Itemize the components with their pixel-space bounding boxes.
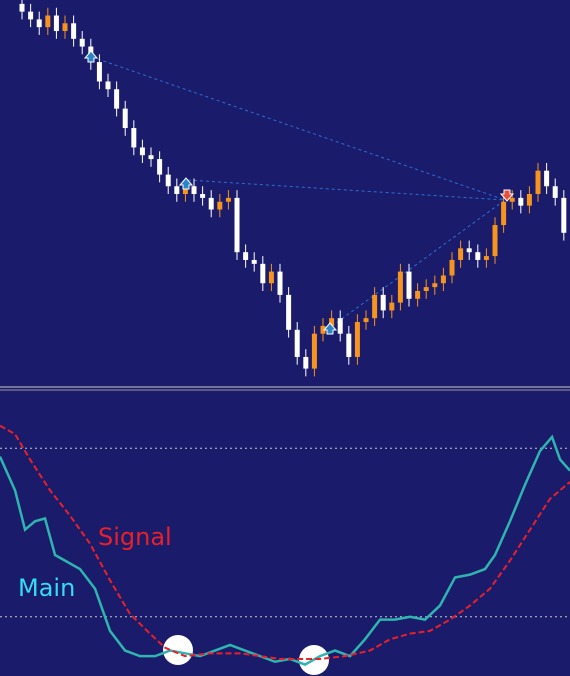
candle-body: [380, 294, 386, 311]
candle-body: [105, 81, 111, 90]
signal-link: [91, 56, 506, 201]
candle-body: [71, 23, 77, 39]
candle-body: [329, 318, 335, 326]
candle-body: [501, 201, 507, 226]
oscillator-line: [0, 434, 570, 666]
candle-body: [28, 11, 34, 20]
candle-body: [466, 248, 472, 253]
candle-body: [174, 186, 180, 194]
oscillator: [0, 424, 570, 666]
candle-body: [475, 252, 481, 260]
candle-body: [45, 15, 51, 28]
candle-body: [458, 248, 464, 260]
candle-body: [191, 186, 197, 194]
candle-body: [372, 294, 378, 319]
candle-body: [208, 197, 214, 210]
cross-highlight: [163, 635, 193, 665]
candle-body: [62, 23, 68, 32]
candle-body: [415, 291, 421, 299]
candle-body: [234, 197, 240, 253]
candle-body: [148, 155, 154, 160]
candle-body: [397, 271, 403, 303]
candle-body: [165, 174, 171, 187]
arrows: [83, 50, 515, 335]
candle-body: [449, 259, 455, 276]
signal-lines: [91, 56, 506, 327]
candle-body: [535, 170, 541, 194]
candle-body: [518, 197, 524, 206]
candle-body: [96, 62, 102, 82]
signal-link: [187, 179, 506, 201]
candle-body: [217, 201, 223, 210]
candle-body: [53, 15, 59, 32]
candle-body: [139, 147, 145, 156]
oscillator-line: [0, 424, 570, 660]
candle-body: [243, 252, 249, 260]
candle-body: [509, 197, 515, 202]
candle-body: [277, 271, 283, 295]
buy-arrow: [178, 177, 194, 190]
candle-body: [483, 256, 489, 260]
candle-body: [157, 159, 163, 175]
candle-body: [260, 263, 266, 284]
candle-body: [286, 294, 292, 330]
main-label: Main: [18, 574, 75, 602]
sell-arrow: [499, 189, 515, 202]
candle-body: [19, 3, 25, 12]
candle-body: [122, 108, 128, 129]
candle-body: [225, 197, 231, 202]
candle-body: [552, 186, 558, 198]
candle-body: [311, 333, 317, 369]
buy-arrow: [322, 322, 338, 335]
candle-body: [251, 259, 257, 264]
buy-arrow: [83, 50, 99, 63]
candle-body: [320, 325, 326, 334]
candle-body: [337, 318, 343, 334]
candle-body: [432, 283, 438, 288]
candle-body: [354, 322, 360, 357]
candle-body: [346, 333, 352, 357]
candle-body: [389, 302, 395, 311]
candle-body: [526, 194, 532, 206]
candle-body: [440, 275, 446, 284]
candle-body: [492, 225, 498, 257]
candle-body: [268, 271, 274, 284]
candle-body: [36, 19, 42, 28]
signal-label: Signal: [98, 523, 172, 551]
candle-body: [406, 271, 412, 299]
candle-body: [303, 356, 309, 369]
candle-body: [114, 89, 120, 109]
candle-body: [423, 287, 429, 291]
candle-body: [200, 194, 206, 198]
candle-body: [544, 170, 550, 187]
candle-body: [79, 38, 85, 47]
candles: [19, 0, 567, 377]
candle-body: [363, 318, 369, 323]
candle-body: [131, 128, 137, 148]
candle-body: [294, 329, 300, 357]
candle-body: [182, 186, 188, 194]
candle-body: [561, 197, 567, 233]
